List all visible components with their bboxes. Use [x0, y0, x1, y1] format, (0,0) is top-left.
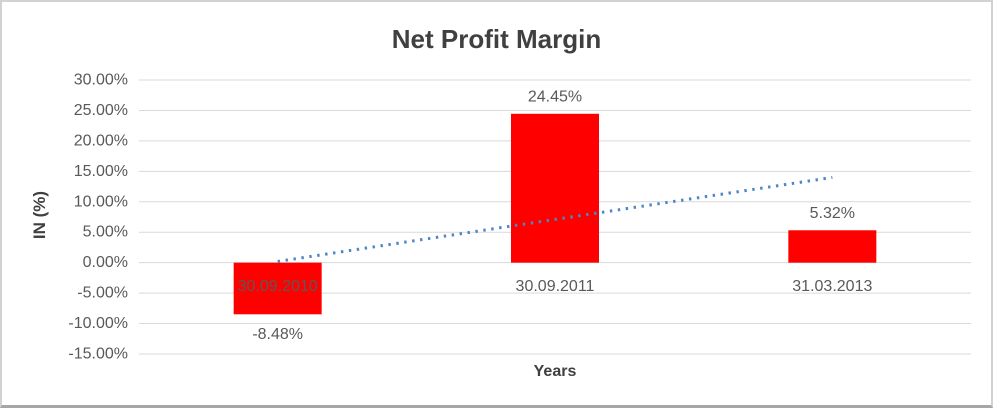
y-tick-label: 20.00% — [74, 132, 128, 149]
y-tick-label: 5.00% — [83, 224, 128, 241]
chart-title: Net Profit Margin — [391, 24, 602, 54]
y-tick-label: 10.00% — [74, 193, 128, 210]
y-tick-label: 30.00% — [74, 72, 128, 89]
y-tick-label: -15.00% — [68, 346, 128, 363]
y-tick-label: 0.00% — [83, 254, 128, 271]
x-category-label: 30.09.2011 — [516, 278, 595, 295]
x-category-label: 31.03.2013 — [792, 278, 872, 295]
y-tick-label: 15.00% — [74, 163, 128, 180]
y-tick-label: 25.00% — [74, 102, 128, 119]
data-label: -8.48% — [252, 326, 303, 343]
bar — [511, 113, 599, 263]
y-tick-label: -10.00% — [68, 315, 128, 332]
data-label: 24.45% — [528, 88, 582, 105]
bar — [233, 262, 322, 315]
x-axis-title: Years — [533, 363, 577, 380]
bar — [788, 230, 877, 263]
y-tick-label: -5.00% — [77, 285, 128, 302]
trendline — [277, 175, 833, 263]
x-category-label: 30.09.2010 — [238, 278, 318, 295]
data-label: 5.32% — [810, 205, 855, 222]
